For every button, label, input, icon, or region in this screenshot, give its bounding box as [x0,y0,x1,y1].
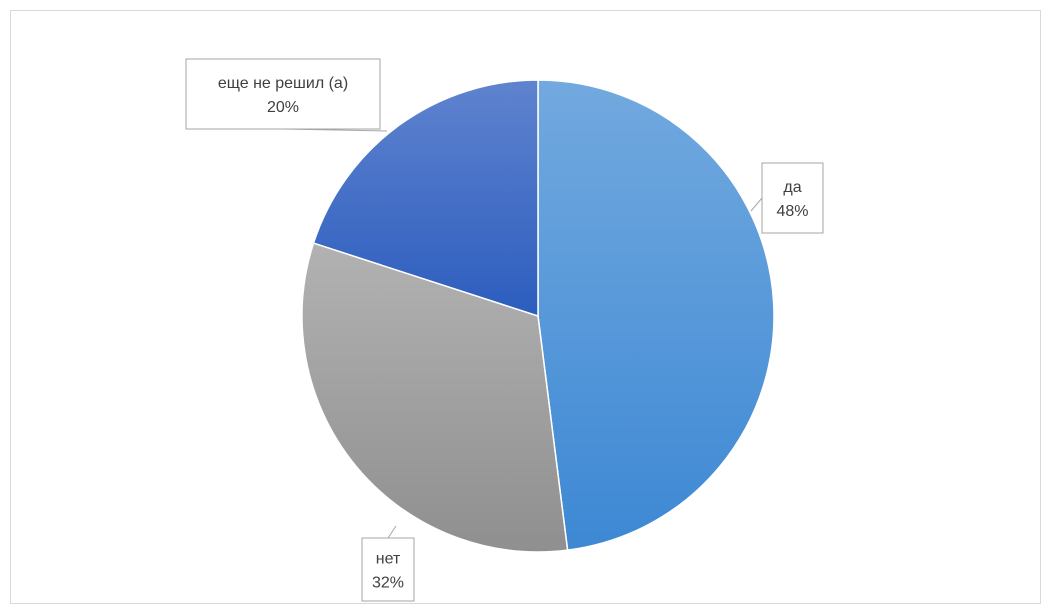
data-label-percent: 48% [776,203,808,220]
leader-line-slice-da [750,197,763,212]
data-label-category: нет [376,551,401,568]
pie-chart: да 48% нет 32% еще не решил (а) 20% [185,58,824,602]
data-label-category: еще не решил (а) [218,75,348,92]
data-label-box-slice-net [361,537,415,602]
leader-line-slice-net [387,525,397,539]
data-label-box-slice-da [761,162,824,234]
chart-area: да 48% нет 32% еще не решил (а) 20% [10,10,1041,604]
slice-net [301,242,569,553]
data-label-category: да [783,179,801,196]
slice-undecided [312,79,539,318]
data-label-box-slice-undecided [185,58,381,130]
data-label-percent: 32% [372,575,404,592]
data-label-percent: 20% [267,99,299,116]
slice-da [537,79,775,551]
